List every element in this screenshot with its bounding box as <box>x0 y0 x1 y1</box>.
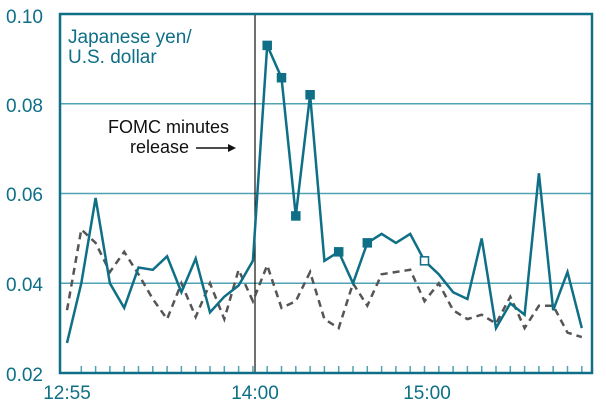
y-tick-label: 0.08 <box>6 96 43 117</box>
filled-square-marker <box>362 238 373 248</box>
plot-frame <box>58 12 594 375</box>
y-tick-label: 0.02 <box>6 365 43 386</box>
x-tick-label: 14:00 <box>231 383 279 404</box>
arrow-right-icon <box>196 144 236 152</box>
series-title: U.S. dollar <box>68 47 157 68</box>
series-title: Japanese yen/ <box>68 27 192 48</box>
filled-square-marker <box>291 211 301 221</box>
filled-square-marker <box>305 90 315 100</box>
x-tick-label: 15:00 <box>403 383 451 404</box>
filled-square-marker <box>276 72 287 83</box>
filled-square-marker <box>333 247 344 257</box>
filled-square-marker <box>262 40 272 51</box>
gridlines <box>60 103 592 284</box>
data-markers <box>262 40 430 266</box>
y-tick-label: 0.10 <box>6 7 43 28</box>
series-lines <box>65 44 584 344</box>
annotation-label: release <box>130 137 189 157</box>
y-tick-label: 0.04 <box>6 275 43 296</box>
hollow-square-marker <box>419 256 430 266</box>
annotation-label: FOMC minutes <box>108 117 229 137</box>
y-tick-label: 0.06 <box>6 185 43 206</box>
yen-dollar-series-line <box>65 44 584 344</box>
x-tick-label: 12:55 <box>43 383 91 404</box>
